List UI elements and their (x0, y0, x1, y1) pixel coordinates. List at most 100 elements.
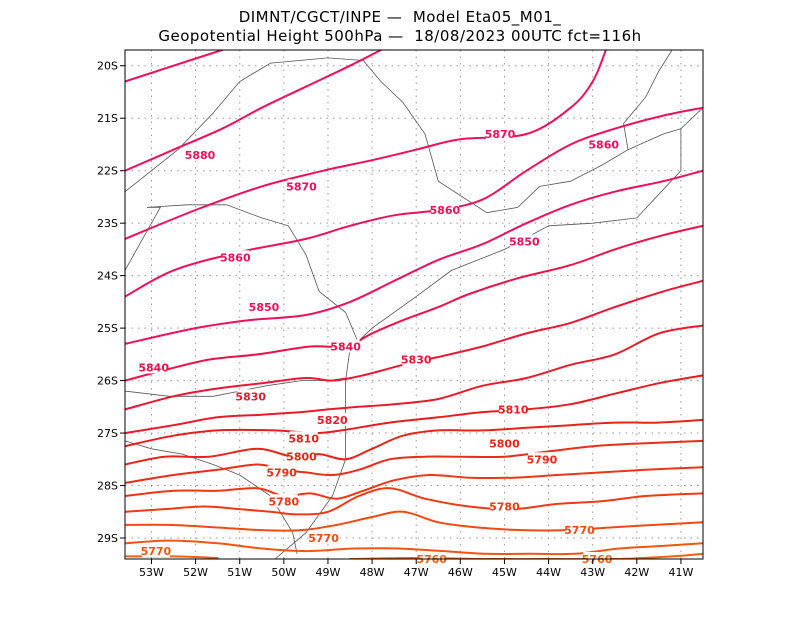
contour-label-bg (289, 431, 318, 445)
state-border-ms (125, 207, 161, 271)
contour-label-bg (499, 402, 528, 416)
contour-label-bg (565, 523, 594, 537)
state-border-sp-pr (147, 204, 360, 345)
contour-label: 5840 (330, 340, 361, 353)
contour-label: 5830 (235, 390, 266, 403)
y-tick-label: 20S (97, 60, 118, 73)
contour-label: 5770 (564, 524, 595, 537)
contour-5790 (125, 439, 703, 484)
y-tick-label: 24S (97, 270, 118, 283)
contour-label: 5840 (138, 361, 169, 374)
x-tick-label: 51W (227, 566, 252, 579)
axis-ticks: 53W 52W 51W 50W 49W 48W 47W 46W 45W 44W 43W 42W 41W 2… (97, 60, 693, 579)
contour-label-bg (402, 352, 431, 366)
y-tick-label: 23S (97, 217, 118, 230)
contour-5870 (125, 50, 607, 240)
contour-5830 (125, 279, 703, 411)
y-tick-label: 21S (97, 112, 118, 125)
contour-label: 5860 (430, 204, 461, 217)
contour-5760 (349, 552, 703, 559)
chart-title-line-1: DIMNT/CGCT/INPE — Model Eta05_M01_ (238, 8, 562, 26)
contour-label: 5850 (249, 301, 280, 314)
contour-label: 5770 (308, 532, 339, 545)
state-border-mg-sp (125, 50, 673, 214)
contour-5850 (125, 169, 703, 345)
contour-label: 5790 (527, 453, 558, 466)
plot-frame (124, 49, 704, 560)
x-tick-label: 48W (360, 566, 385, 579)
x-tick-label: 45W (492, 566, 517, 579)
contour-5760 (125, 555, 219, 559)
map-borders (125, 50, 703, 559)
contour-label-bg (236, 389, 265, 403)
contour-label: 5850 (509, 236, 540, 249)
contour-labels: 5880 5870 5860 5870 5860 5850 5860 5850 5840 5840… (138, 126, 619, 566)
contour-label-bg (186, 147, 215, 161)
contour-label-bg (267, 465, 296, 479)
x-tick-label: 52W (183, 566, 208, 579)
x-tick-label: 46W (448, 566, 473, 579)
contour-label: 5870 (286, 180, 317, 193)
contour-5800 (125, 418, 703, 466)
contour-label: 5870 (485, 128, 516, 141)
y-tick-label: 25S (97, 322, 118, 335)
x-tick-label: 41W (669, 566, 694, 579)
contour-lines (125, 50, 703, 559)
contour-5770 (125, 539, 703, 556)
contour-label: 5790 (266, 466, 297, 479)
contour-5770 (125, 510, 703, 532)
y-tick-label: 29S (97, 532, 118, 545)
contour-label-bg (287, 449, 316, 463)
x-tick-label: 44W (536, 566, 561, 579)
y-tick-label: 28S (97, 480, 118, 493)
contour-5840 (125, 224, 703, 382)
contour-label: 5860 (220, 251, 251, 264)
grid-lines (125, 50, 703, 559)
contour-label: 5780 (269, 495, 300, 508)
contour-5880 (125, 50, 382, 172)
contour-label: 5780 (489, 501, 520, 514)
contour-5880 (125, 50, 224, 83)
x-tick-label: 50W (271, 566, 296, 579)
contour-label-bg (309, 531, 338, 545)
contour-label-bg (490, 436, 519, 450)
contour-5820 (125, 324, 703, 435)
y-tick-label: 26S (97, 375, 118, 388)
contour-label-bg (141, 544, 170, 558)
contour-5780 (125, 466, 703, 500)
contour-label-bg (486, 126, 515, 140)
contour-label-bg (430, 203, 459, 217)
contour-label-bg (287, 179, 316, 193)
y-tick-label: 22S (97, 165, 118, 178)
x-tick-label: 42W (624, 566, 649, 579)
contour-label: 5770 (141, 545, 172, 558)
state-border-rj-es (627, 128, 682, 151)
contour-label: 5880 (185, 149, 216, 162)
contour-label-bg (221, 250, 250, 264)
contour-5810 (125, 374, 703, 448)
contour-label-bg (139, 360, 168, 374)
state-border-sc-rs (125, 440, 298, 554)
contour-label-bg (510, 234, 539, 248)
x-tick-label: 53W (139, 566, 164, 579)
contour-label-bg (331, 339, 360, 353)
contour-5780 (125, 487, 703, 516)
contour-label: 5800 (286, 451, 317, 464)
contour-label-bg (249, 300, 278, 314)
contour-label-bg (490, 499, 519, 513)
contour-label-bg (269, 494, 298, 508)
x-tick-label: 49W (316, 566, 341, 579)
contour-5860 (125, 106, 703, 298)
chart-title-line-2: Geopotential Height 500hPa — 18/08/2023 … (158, 27, 642, 45)
contour-label-bg (527, 452, 556, 466)
y-tick-label: 27S (97, 427, 118, 440)
contour-label-bg (318, 412, 347, 426)
contour-label-bg (589, 137, 618, 151)
contour-label: 5820 (317, 414, 348, 427)
contour-label: 5800 (489, 438, 520, 451)
contour-label: 5830 (401, 354, 432, 367)
coastline (274, 107, 703, 559)
x-tick-label: 43W (580, 566, 605, 579)
x-tick-label: 47W (404, 566, 429, 579)
